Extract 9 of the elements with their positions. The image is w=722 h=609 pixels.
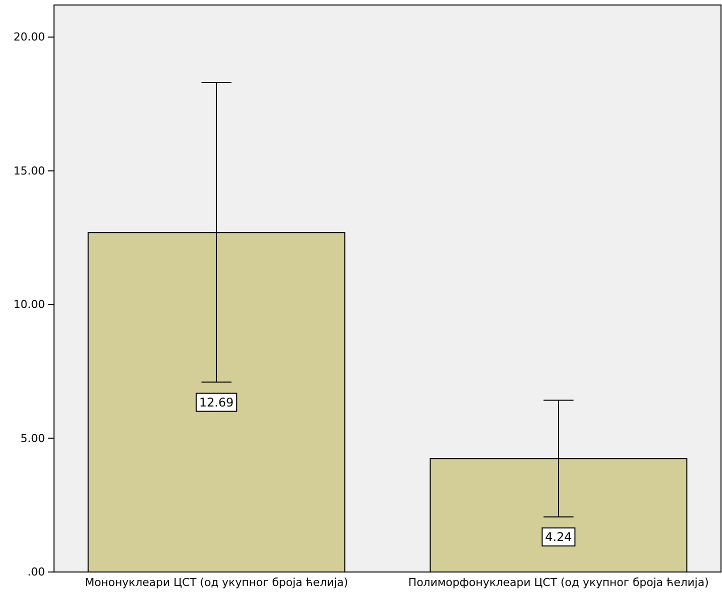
y-tick-label: .00 (28, 566, 45, 579)
y-tick-label: 20.00 (14, 30, 45, 44)
data-label: 4.24 (545, 530, 572, 544)
x-tick-label: Полиморфонуклеари ЦСТ (од укупног броја ћелија) (408, 576, 709, 589)
y-tick-label: 10.00 (14, 298, 45, 312)
y-tick-label: 15.00 (14, 164, 45, 178)
x-tick-label: Мононуклеари ЦСТ (од укупног броја ћелија) (84, 576, 348, 589)
data-label: 12.69 (199, 395, 234, 410)
y-tick-label: 5.00 (20, 432, 45, 445)
